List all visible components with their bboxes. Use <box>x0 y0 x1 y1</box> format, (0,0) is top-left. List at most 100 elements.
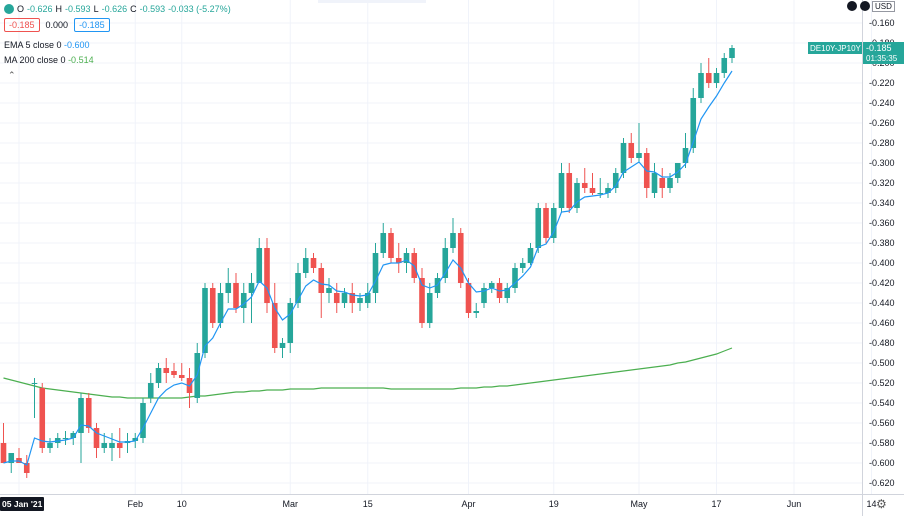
candle-body <box>504 288 511 298</box>
candle-body <box>93 428 100 448</box>
gear-icon[interactable]: ⚙ <box>876 497 887 511</box>
candle <box>442 238 449 283</box>
candle-body <box>597 193 604 194</box>
candle <box>23 455 30 478</box>
candle <box>225 268 232 303</box>
price-tick-label: -0.480 <box>869 338 895 348</box>
candle-body <box>256 248 263 283</box>
candle <box>372 243 379 303</box>
replay-icon[interactable] <box>847 1 857 11</box>
candle-body <box>636 153 642 158</box>
price-tick-label: -0.160 <box>869 18 895 28</box>
candle <box>233 273 239 313</box>
candle <box>295 263 301 308</box>
price-tick-label: -0.320 <box>869 178 895 188</box>
ema-5-line <box>3 70 733 466</box>
candle-body <box>171 371 177 375</box>
lock-icon[interactable] <box>860 1 870 11</box>
candle-body <box>527 248 534 263</box>
candle-body <box>419 278 425 323</box>
candle <box>574 178 580 213</box>
price-tick-label: -0.340 <box>869 198 895 208</box>
price-tick-label: -0.540 <box>869 398 895 408</box>
c-value: -0.593 <box>139 4 166 14</box>
candle-body <box>372 253 379 293</box>
candle-body <box>248 283 255 293</box>
buy-price-button[interactable]: -0.185 <box>74 18 110 32</box>
candle <box>465 278 472 318</box>
ma-legend[interactable]: MA 200 close 0 -0.514 <box>4 55 94 65</box>
time-tick-label: 19 <box>549 499 559 509</box>
candle <box>721 53 728 78</box>
candle <box>47 438 53 453</box>
candle <box>512 263 518 293</box>
candle-body <box>217 293 224 323</box>
candle-body <box>721 58 728 73</box>
chevron-up-icon[interactable]: ⌃ <box>8 70 16 80</box>
sell-price-button[interactable]: -0.185 <box>4 18 40 32</box>
candle-body <box>271 303 278 348</box>
candle <box>581 168 588 193</box>
candle-body <box>147 383 154 398</box>
candle <box>535 203 542 253</box>
candle <box>287 298 294 353</box>
candle-body <box>39 388 46 448</box>
candle <box>147 373 154 403</box>
candle <box>481 283 487 308</box>
spread-value: 0.000 <box>45 20 69 30</box>
candle <box>349 283 356 313</box>
candle <box>62 431 69 445</box>
top-toolbar-handle[interactable] <box>318 0 426 3</box>
price-tick-label: -0.460 <box>869 318 895 328</box>
time-tick-label: 10 <box>177 499 187 509</box>
candle-body <box>581 183 588 188</box>
candle <box>140 398 146 443</box>
price-axis[interactable]: -0.160-0.180-0.200-0.220-0.240-0.260-0.2… <box>862 0 895 516</box>
candle-body <box>287 303 294 343</box>
currency-label[interactable]: USD <box>872 1 895 12</box>
candle <box>326 278 332 303</box>
time-tick-label: Apr <box>461 499 475 509</box>
candle <box>333 283 340 313</box>
candle <box>674 163 681 183</box>
time-tick-label: 05 Jan '21 <box>2 499 43 509</box>
candle-body <box>682 148 689 163</box>
candle-body <box>364 293 371 303</box>
price-tick-label: -0.440 <box>869 298 895 308</box>
candle-body <box>0 443 7 463</box>
candle-body <box>442 248 449 278</box>
price-tick-label: -0.260 <box>869 118 895 128</box>
price-tick-label: -0.560 <box>869 418 895 428</box>
candle-body <box>62 438 69 439</box>
candle-body <box>341 293 348 303</box>
candle <box>302 248 309 278</box>
candle <box>395 243 402 273</box>
candle <box>380 223 387 258</box>
ema-legend[interactable]: EMA 5 close 0 -0.600 <box>4 40 90 50</box>
candle <box>729 45 735 63</box>
candle-body <box>295 273 301 303</box>
candle <box>473 303 480 318</box>
candle-body <box>481 288 487 303</box>
candle <box>457 228 464 288</box>
candle-body <box>403 253 410 263</box>
candle <box>543 203 549 243</box>
candle <box>651 163 658 198</box>
symbol-tag-label: DE10Y-JP10Y <box>810 44 862 53</box>
ema-value: -0.600 <box>64 40 90 50</box>
price-tick-label: -0.500 <box>869 358 895 368</box>
time-axis[interactable]: 05 Jan '21 Feb 10 Mar 15 Apr 19 May 17 Jun 14 <box>0 494 904 512</box>
candle-body <box>667 178 673 188</box>
price-tag-box <box>863 42 904 64</box>
price-tick-label: -0.580 <box>869 438 895 448</box>
chart-grid <box>0 0 872 494</box>
change-value: -0.033 (-5.27%) <box>168 4 231 14</box>
o-label: O <box>17 4 25 14</box>
candle-body <box>674 163 681 178</box>
candle <box>31 378 38 418</box>
candle <box>713 68 720 88</box>
candle-body <box>426 293 433 323</box>
ohlc-legend: O -0.626 H -0.593 L -0.626 C -0.593 -0.033 (… <box>4 4 231 14</box>
l-value: -0.626 <box>101 4 128 14</box>
